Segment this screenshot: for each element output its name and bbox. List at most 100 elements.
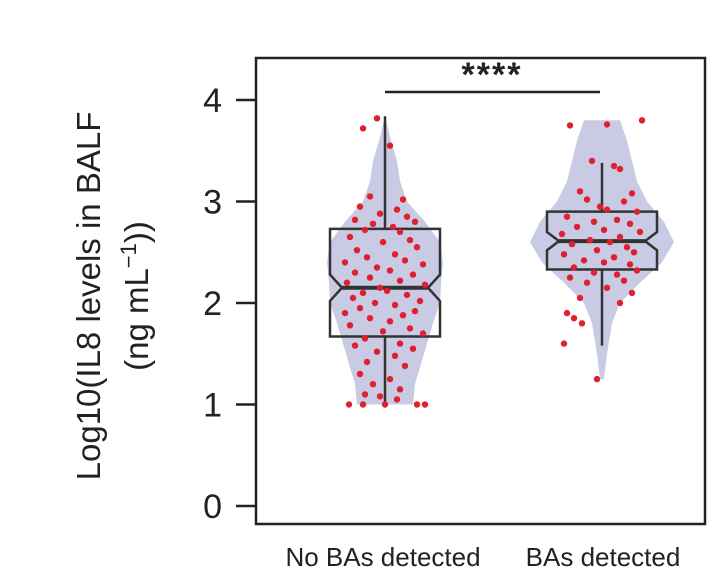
data-point-0-2 xyxy=(386,142,394,149)
data-point-1-36 xyxy=(613,271,621,278)
violin-0 xyxy=(327,116,443,405)
y-tick-label-0: 0 xyxy=(203,488,222,526)
data-point-0-42 xyxy=(411,307,419,315)
data-point-1-42 xyxy=(576,294,584,302)
data-point-0-48 xyxy=(406,325,414,332)
y-tick-label-3: 3 xyxy=(203,184,222,222)
data-point-1-19 xyxy=(636,228,644,236)
data-point-1-33 xyxy=(570,264,578,271)
data-point-0-59 xyxy=(356,370,364,378)
data-point-0-58 xyxy=(401,362,409,370)
data-point-0-68 xyxy=(421,401,429,408)
data-point-1-46 xyxy=(578,320,586,327)
data-point-0-41 xyxy=(356,304,364,312)
data-point-0-44 xyxy=(399,312,407,319)
data-point-1-38 xyxy=(620,277,628,284)
data-point-0-27 xyxy=(351,269,359,276)
data-point-0-53 xyxy=(351,342,359,349)
data-point-0-25 xyxy=(373,264,381,271)
data-point-1-3 xyxy=(588,157,596,165)
data-point-0-47 xyxy=(346,322,354,329)
data-point-0-36 xyxy=(403,291,411,299)
data-point-0-50 xyxy=(419,330,427,337)
data-point-0-43 xyxy=(341,309,349,317)
data-point-1-37 xyxy=(566,274,574,281)
data-point-1-8 xyxy=(583,196,591,203)
data-point-0-30 xyxy=(396,277,404,284)
data-point-1-26 xyxy=(593,247,601,254)
data-point-0-5 xyxy=(356,203,364,210)
data-point-1-0 xyxy=(566,122,574,129)
data-point-0-9 xyxy=(351,216,359,223)
data-point-0-63 xyxy=(361,391,369,398)
data-point-0-3 xyxy=(366,193,374,200)
data-point-1-25 xyxy=(623,244,631,251)
data-point-1-1 xyxy=(603,121,611,128)
data-point-0-20 xyxy=(391,251,399,258)
data-point-1-43 xyxy=(616,299,624,307)
data-point-0-19 xyxy=(353,247,361,254)
y-tick-label-1: 1 xyxy=(203,387,222,425)
data-point-1-39 xyxy=(583,279,591,286)
data-point-0-34 xyxy=(383,287,391,294)
data-point-0-37 xyxy=(349,294,357,302)
y-axis: 0 1 2 3 4 xyxy=(203,82,256,526)
data-point-0-64 xyxy=(345,401,353,408)
data-point-1-34 xyxy=(633,267,641,274)
violin-1 xyxy=(530,120,674,380)
category-label-1: BAs detected xyxy=(526,542,681,572)
data-point-0-60 xyxy=(386,375,394,383)
data-point-1-22 xyxy=(586,236,594,244)
data-point-1-5 xyxy=(616,165,624,173)
y-tick-label-4: 4 xyxy=(203,82,222,120)
data-point-0-8 xyxy=(403,213,411,220)
significance-label: **** xyxy=(462,56,523,94)
data-point-0-1 xyxy=(373,115,381,122)
data-point-1-23 xyxy=(606,238,614,246)
y-tick-label-2: 2 xyxy=(203,285,222,323)
data-point-1-12 xyxy=(633,208,641,215)
data-point-0-67 xyxy=(413,401,421,408)
data-point-0-49 xyxy=(379,328,387,335)
data-point-0-56 xyxy=(391,352,399,359)
data-point-1-20 xyxy=(558,230,566,238)
data-point-1-14 xyxy=(613,216,621,223)
y-axis-title-superscript: −1 xyxy=(116,243,141,268)
data-point-0-24 xyxy=(419,261,427,268)
data-point-0-11 xyxy=(369,220,377,227)
data-point-1-35 xyxy=(590,269,598,276)
data-point-1-21 xyxy=(616,233,624,241)
data-point-1-17 xyxy=(573,223,581,231)
data-point-0-32 xyxy=(421,281,429,288)
box-1 xyxy=(545,210,659,271)
data-point-0-54 xyxy=(409,345,417,352)
data-point-1-31 xyxy=(600,259,608,266)
data-point-0-65 xyxy=(359,401,367,408)
data-point-1-44 xyxy=(563,309,571,317)
data-point-0-28 xyxy=(409,271,417,278)
data-point-0-0 xyxy=(359,125,367,132)
data-point-1-40 xyxy=(603,284,611,291)
data-point-1-9 xyxy=(620,198,628,205)
data-point-0-46 xyxy=(386,318,394,325)
data-point-0-66 xyxy=(381,401,389,408)
data-point-1-32 xyxy=(626,261,634,268)
data-point-0-39 xyxy=(371,299,379,307)
data-point-0-21 xyxy=(363,254,371,261)
data-point-1-24 xyxy=(568,240,576,248)
data-point-1-18 xyxy=(600,226,608,234)
data-point-0-40 xyxy=(391,301,399,309)
y-axis-title-close: )) xyxy=(118,221,155,243)
data-point-0-62 xyxy=(396,386,404,393)
data-point-0-7 xyxy=(376,210,384,217)
plot-frame xyxy=(254,56,707,526)
data-point-0-22 xyxy=(401,257,409,264)
data-point-0-33 xyxy=(376,284,384,291)
data-point-0-38 xyxy=(416,297,424,305)
data-point-1-16 xyxy=(626,220,634,227)
category-label-0: No BAs detected xyxy=(285,542,480,572)
data-point-0-14 xyxy=(396,228,404,236)
data-point-1-7 xyxy=(628,190,636,197)
data-point-1-30 xyxy=(580,257,588,264)
y-axis-title-line1: Log10(IL8 levels in BALF xyxy=(70,112,107,481)
